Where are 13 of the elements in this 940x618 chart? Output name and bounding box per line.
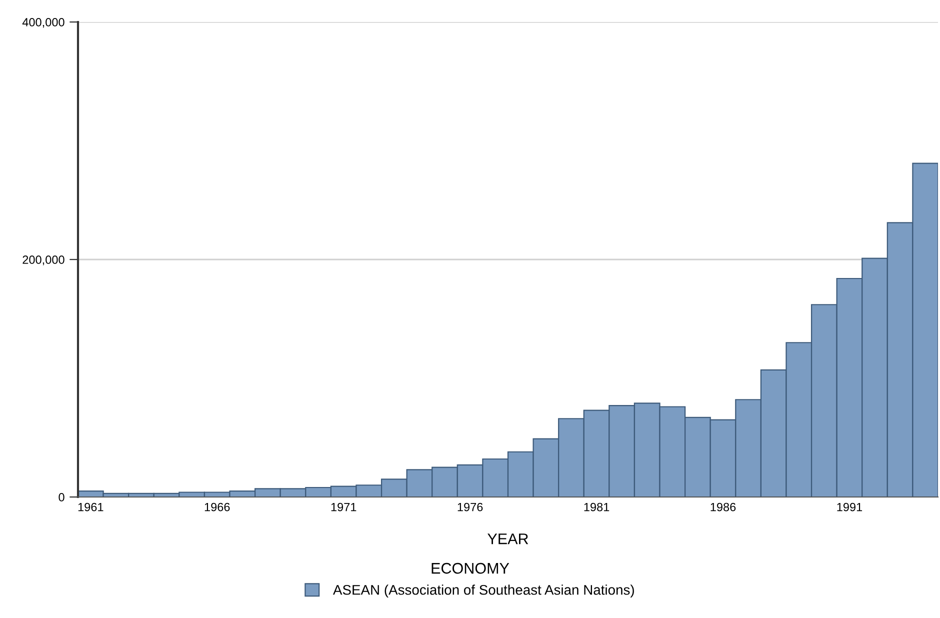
x-axis-title: YEAR bbox=[488, 534, 528, 544]
x-tick-label: 1971 bbox=[331, 502, 356, 512]
y-tick-label: 0 bbox=[58, 493, 64, 502]
legend-title: ECONOMY bbox=[432, 562, 510, 574]
x-tick-label: 1991 bbox=[837, 502, 862, 512]
x-tick-label: 1966 bbox=[204, 502, 230, 512]
x-tick-label: 1961 bbox=[78, 502, 104, 512]
x-tick-label: 1981 bbox=[584, 502, 610, 512]
x-tick-label: 1986 bbox=[710, 502, 736, 512]
y-tick-label: 400,000 bbox=[22, 18, 64, 28]
y-tick-label: 200,000 bbox=[22, 256, 64, 266]
legend-label: ASEAN (Association of Southeast Asian Nations) bbox=[332, 584, 634, 598]
x-tick-label: 1976 bbox=[458, 502, 483, 512]
